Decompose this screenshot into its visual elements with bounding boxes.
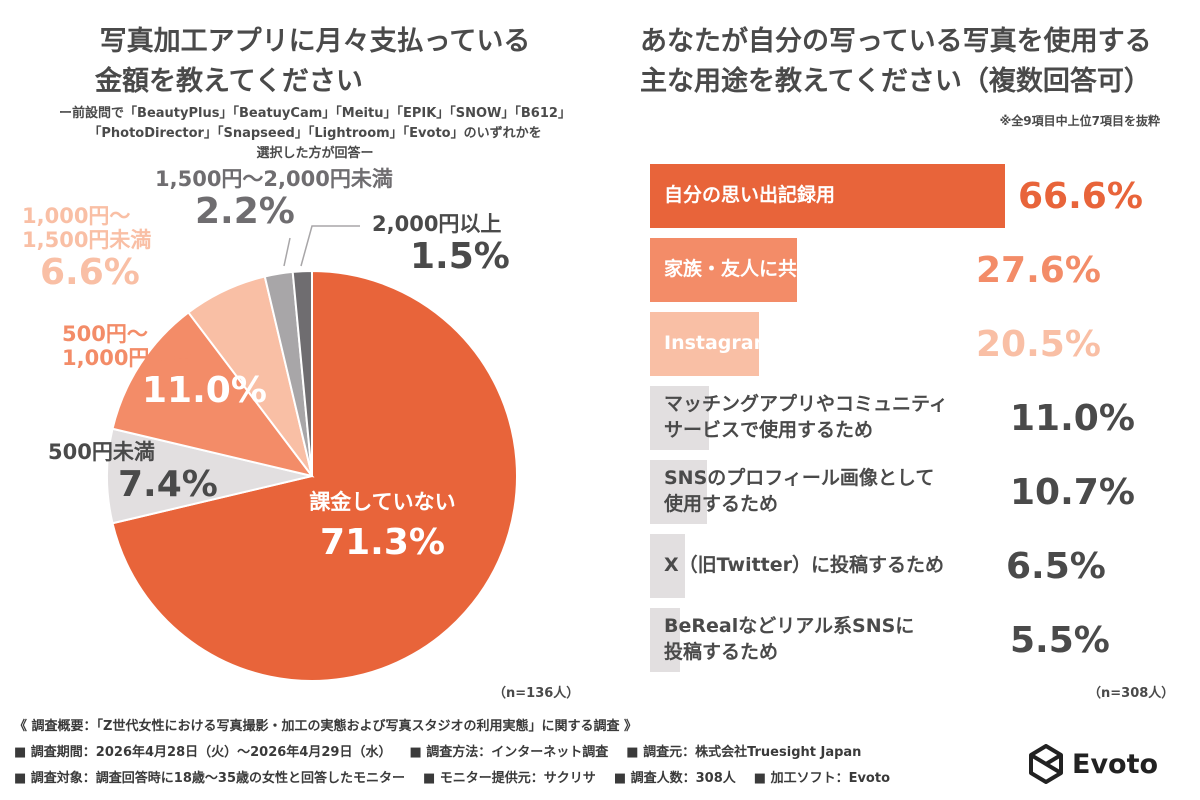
bar-value-label: 5.5%	[1010, 619, 1110, 661]
bar-category-label: 家族・友人に共有するため	[664, 238, 1014, 302]
bar-value-label: 66.6%	[1018, 175, 1143, 217]
right-sample-size: （n=308人）	[1088, 686, 1175, 701]
right-chart-title-line2: 主な用途を教えてください（複数回答可）	[640, 66, 1151, 97]
pie-label-500-1000-name2: 1,000円未満	[62, 346, 192, 371]
footer-count: ■ 調査人数：308人	[613, 771, 736, 786]
evoto-logo: Evoto	[1028, 744, 1158, 784]
bar	[650, 312, 760, 376]
pie-label-1000-1500-pct: 6.6%	[40, 252, 140, 294]
bar-category-label-line: X（旧Twitter）に投稿するため	[664, 554, 945, 577]
bar-category-label: SNSのプロフィール画像として 使用するため	[664, 460, 1014, 524]
pie-slice-no-charge	[111, 269, 518, 682]
footer-survey-title: 《 調査概要：「Z世代女性における写真撮影・加工の実態および写真スタジオの利用実…	[14, 719, 637, 734]
bar-category-label-line: 使用するため	[664, 493, 779, 515]
bar	[650, 386, 709, 450]
footer-source: ■ 調査元：株式会社Truesight Japan	[626, 745, 862, 760]
bar-value-label: 6.5%	[1006, 545, 1106, 587]
pie-slice-over-2000	[291, 269, 313, 477]
right-chart-note: ※全9項目中上位7項目を抜粋	[999, 114, 1160, 128]
bar-value-label: 11.0%	[1010, 397, 1135, 439]
pie-label-1000-1500-name2: 1,500円未満	[22, 228, 152, 253]
bar-value-label: 10.7%	[1010, 471, 1135, 513]
bar	[650, 238, 798, 302]
evoto-logo-text: Evoto	[1072, 748, 1159, 780]
footer-method: ■ 調査方法：インターネット調査	[409, 745, 609, 760]
footer-period: ■ 調査期間：2026年4月28日（火）〜2026年4月29日（水）	[14, 745, 392, 760]
pie-label-1000-1500-name1: 1,000円〜	[22, 204, 131, 228]
bar	[650, 164, 1005, 228]
pie-label-over-2000: 2,000円以上 1.5%	[372, 212, 510, 278]
footer-software: ■ 加工ソフト：Evoto	[753, 771, 891, 786]
bar-row: X（旧Twitter）に投稿するため 6.5%	[650, 534, 1150, 598]
bar	[650, 460, 708, 524]
bar	[650, 534, 685, 598]
bar-category-label-line: サービスで使用するため	[664, 419, 874, 441]
pie-chart	[106, 225, 518, 682]
bar-value-label: 20.5%	[976, 323, 1101, 365]
pie-slice-500-1000	[111, 311, 315, 478]
left-chart-title-line1: 写真加工アプリに月々支払っている	[99, 26, 531, 57]
bar-category-label-line: SNSのプロフィール画像として	[664, 467, 935, 490]
pie-label-1000-1500: 1,000円〜 1,500円未満 6.6%	[22, 204, 151, 294]
bar-row: 家族・友人に共有するため 27.6%	[650, 238, 1150, 302]
left-chart-title-line2: 金額を教えてください	[95, 66, 363, 97]
pie-label-under-500: 500円未満 7.4%	[48, 440, 218, 506]
bar-row: 自分の思い出記録用 66.6%	[650, 164, 1150, 228]
pie-label-no-charge-pct: 71.3%	[320, 522, 445, 564]
pie-label-under-500-pct: 7.4%	[118, 464, 218, 506]
bar-category-label: X（旧Twitter）に投稿するため	[664, 534, 1014, 598]
left-sample-size: （n=136人）	[493, 686, 580, 701]
bar-category-label: BeRealなどリアル系SNSに 投稿するため	[664, 608, 1014, 672]
footer-provider: ■ モニター提供元：サクリサ	[423, 771, 596, 786]
left-chart-note-line3: 選択した方が回答ー	[256, 146, 374, 161]
pie-label-no-charge: 課金していない 71.3%	[295, 490, 470, 564]
bar	[650, 608, 680, 672]
footer-target: ■ 調査対象：調査回答時に18歳〜35歳の女性と回答したモニター	[14, 771, 405, 786]
bar-category-label: 自分の思い出記録用	[664, 164, 1014, 228]
bar-category-label: マッチングアプリやコミュニティ サービスで使用するため	[664, 386, 1014, 450]
evoto-logo-icon	[1029, 744, 1063, 784]
bar-row: Instagramに投稿するため 20.5%	[650, 312, 1150, 376]
pie-label-500-1000: 500円〜 1,000円未満 11.0%	[62, 322, 267, 412]
footer-row-2: ■ 調査期間：2026年4月28日（火）〜2026年4月29日（水） ■ 調査方法…	[14, 742, 861, 764]
leader-line-over-2000	[300, 225, 360, 267]
left-chart-note-line1: ー前設問で「BeautyPlus」「BeatuyCam」「Meitu」「EPIK…	[59, 106, 571, 121]
bar-category-label: Instagramに投稿するため	[664, 312, 1014, 376]
bar-category-label-line: 投稿するため	[664, 641, 779, 663]
pie-label-over-2000-pct: 1.5%	[410, 236, 510, 278]
bar-row: BeRealなどリアル系SNSに 投稿するため 5.5%	[650, 608, 1150, 672]
footer	[0, 712, 1200, 800]
bar-category-label-line: BeRealなどリアル系SNSに	[664, 615, 915, 638]
pie-label-1500-2000: 1,500円〜2,000円未満 2.2%	[155, 167, 393, 233]
bar-category-label-line: 家族・友人に共有するため	[664, 258, 893, 281]
bar-value-label: 27.6%	[976, 249, 1101, 291]
bar-row: マッチングアプリやコミュニティ サービスで使用するため 11.0%	[650, 386, 1150, 450]
bar-category-label-line: 自分の思い出記録用	[664, 184, 836, 207]
leader-line-1500-2000	[283, 237, 291, 267]
pie-label-1500-2000-pct: 2.2%	[195, 191, 295, 233]
bar-category-label-line: マッチングアプリやコミュニティ	[664, 393, 948, 416]
pie-label-500-1000-pct: 11.0%	[142, 370, 267, 412]
pie-label-no-charge-name: 課金していない	[309, 490, 456, 514]
footer-row-3: ■ 調査対象：調査回答時に18歳〜35歳の女性と回答したモニター ■ モニター提供…	[14, 768, 890, 790]
left-chart-note-line2: 「PhotoDirector」「Snapseed」「Lightroom」「Evo…	[88, 126, 542, 141]
bar-category-label-line: Instagramに投稿するため	[664, 332, 907, 355]
pie-label-1500-2000-name: 1,500円〜2,000円未満	[155, 167, 393, 191]
pie-label-over-2000-name: 2,000円以上	[372, 212, 502, 236]
pie-label-500-1000-name1: 500円〜	[62, 322, 148, 346]
bar-row: SNSのプロフィール画像として 使用するため 10.7%	[650, 460, 1150, 524]
pie-label-under-500-name: 500円未満	[48, 440, 155, 464]
right-chart-title-line1: あなたが自分の写っている写真を使用する	[640, 26, 1152, 57]
